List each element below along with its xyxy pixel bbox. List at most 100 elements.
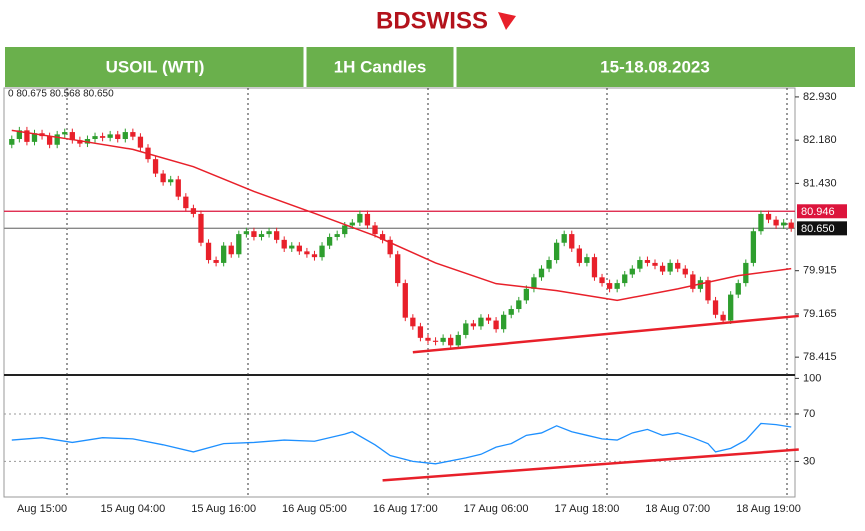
ohlc-text: 0 80.675 80.568 80.650 [8,89,114,100]
y-tick-label: 79.165 [803,308,837,320]
candle-body [54,134,60,145]
candle-body [9,138,15,145]
candle-body [62,132,68,135]
candle-body [470,323,477,327]
dates: 15-18.08.2023 [600,57,710,76]
candle-body [720,314,726,321]
candle-body [614,283,620,289]
price-label-box [797,204,847,219]
candle-body [289,245,295,249]
candle-body [765,213,772,220]
logo-arrow [498,12,516,30]
candle-body [599,277,605,284]
candle-body [379,234,386,240]
candle-body [168,179,174,183]
candle-body [743,262,749,284]
candle-body [213,260,219,263]
y-tick-label: 78.415 [803,351,837,363]
x-tick-label: 16 Aug 05:00 [282,503,347,515]
candle-body [637,260,643,269]
candle-body [576,248,582,263]
candle-body [319,245,325,258]
candle-body [531,277,537,289]
candle-body [364,213,371,226]
candle-body [137,136,144,148]
candle-body [24,130,30,142]
y-tick-label: 81.430 [803,177,837,189]
candle-body [501,314,507,330]
candle-body [221,245,227,263]
candle-body [410,317,416,327]
x-tick-label: 16 Aug 17:00 [373,503,438,515]
candle-body [31,133,38,142]
x-tick-label: 18 Aug 07:00 [645,503,710,515]
candle-body [773,219,779,226]
plot-frame [3,87,796,498]
candle-body [788,222,794,229]
candle-body [152,159,159,174]
rsi-tick-label: 100 [803,372,821,384]
candle-body [296,245,302,252]
logo: BDSWISS [376,7,488,34]
candle-body [659,265,666,272]
candle-body [228,245,234,255]
candle-body [629,268,635,275]
candle-body [553,242,560,261]
timeframe: 1H Candles [334,57,427,76]
candle-body [77,140,83,144]
x-tick-label: 17 Aug 06:00 [464,503,529,515]
price-label-box [797,221,847,236]
candle-body [349,222,355,226]
candle-body [417,326,424,338]
candle-body [538,268,545,278]
rsi-tick-label: 30 [803,455,815,467]
candle-body [463,323,469,335]
candle-body [243,231,250,235]
candle-body [682,268,688,275]
candle-body [591,257,598,278]
instrument: USOIL (WTI) [106,57,205,76]
candle-body [190,208,197,214]
candle-body [107,134,113,138]
banner [5,47,855,87]
candle-body [160,173,166,183]
candle-body [395,254,401,284]
x-tick-label: 15 Aug 16:00 [191,503,256,515]
candle-body [523,288,530,301]
candle-body [258,234,265,237]
day-separators [66,88,788,497]
candle-body [485,317,492,321]
candle-body [705,280,711,301]
x-tick-label: 18 Aug 19:00 [736,503,801,515]
candle-body [667,262,673,272]
candle-body [516,300,522,310]
candle-body [334,234,340,237]
candle-body [728,294,734,321]
candle-body [644,260,651,263]
candle-body [750,231,757,263]
candle-body [92,136,98,139]
y-tick-label: 79.915 [803,265,837,277]
candle-body [652,262,658,266]
x-tick-label: 15 Aug 04:00 [100,503,165,515]
candle-body [372,225,378,235]
candle-body [546,260,552,269]
candle-body [251,231,257,237]
x-tick-label: 17 Aug 18:00 [554,503,619,515]
candle-body [236,234,242,255]
candle-body [304,251,310,255]
candle-body [508,309,514,315]
candle-body [183,196,189,209]
candle-body [606,283,613,289]
candle-body [690,274,696,289]
candle-body [735,283,741,295]
candle-body [440,337,446,342]
x-tick-label: Aug 15:00 [17,503,67,515]
price-label: 80.946 [801,206,835,218]
candle-body [175,179,181,197]
candle-body [432,340,439,342]
candle-body [712,300,719,315]
candle-body [387,239,393,255]
candle-body [569,234,575,249]
